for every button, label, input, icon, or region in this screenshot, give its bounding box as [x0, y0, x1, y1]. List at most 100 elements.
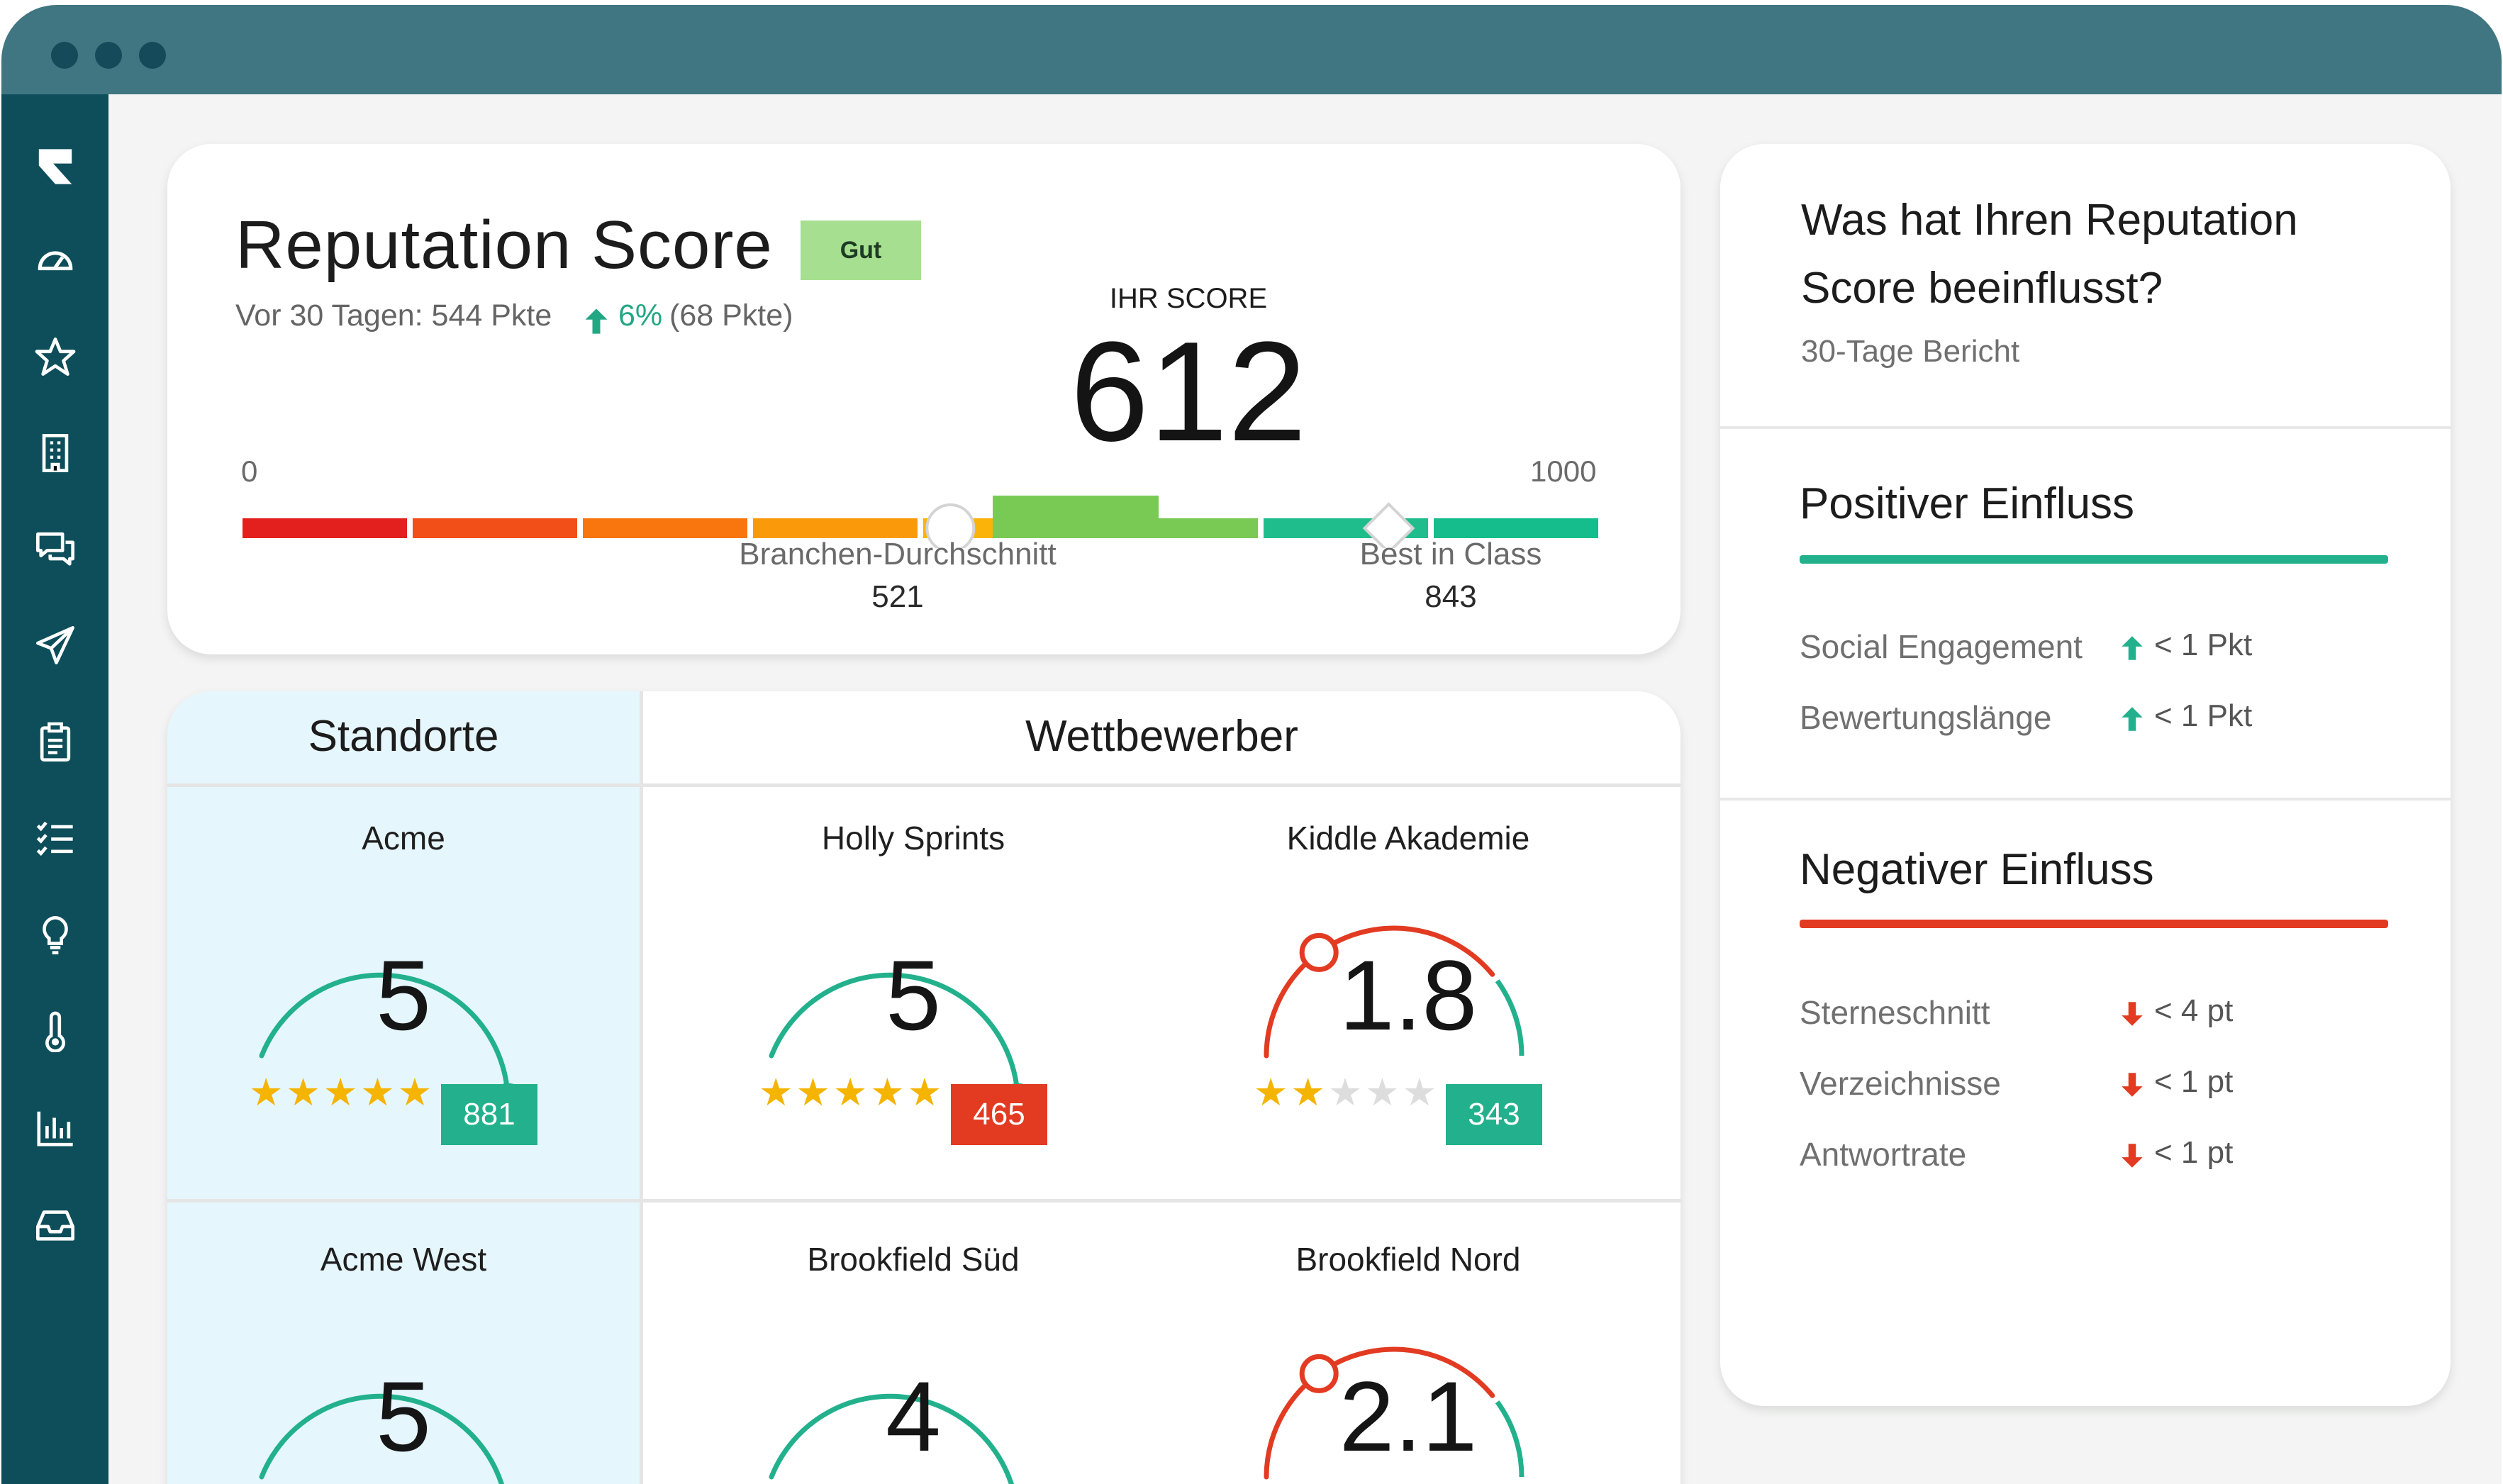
negative-title: Negativer Einfluss [1800, 845, 2154, 894]
locations-column-bg [167, 691, 640, 1484]
rating-gauge [1264, 1346, 1524, 1480]
scale-segment [243, 518, 407, 538]
logo-icon[interactable] [33, 144, 78, 189]
entry-name[interactable]: Kiddle Akademie [1286, 820, 1530, 857]
influence-item-label: Sterneschnitt [1800, 994, 1990, 1031]
negative-underline [1800, 920, 2388, 928]
scale-segment [753, 518, 918, 538]
sidebar [1, 94, 108, 1484]
review-count-badge: 343 [1446, 1084, 1542, 1145]
window-close-dot[interactable] [51, 42, 78, 69]
entry-name[interactable]: Brookfield Nord [1295, 1241, 1521, 1278]
title-bar [1, 5, 2502, 94]
gauge-knob [1299, 932, 1339, 972]
influence-item-value: < 1 pt [2154, 1135, 2234, 1170]
star-rating: ★★★★★ [759, 1070, 944, 1115]
divider [1720, 798, 2451, 800]
arrow-up-icon [2122, 707, 2143, 731]
star-icon[interactable] [33, 334, 78, 379]
bar-chart-icon[interactable] [33, 1105, 78, 1151]
header-divider [167, 783, 1680, 787]
competitors-header: Wettbewerber [1025, 712, 1298, 761]
score-marker-base [993, 537, 1159, 538]
industry-average-label: Branchen-Durchschnitt [739, 537, 1057, 571]
window-minimize-dot[interactable] [95, 42, 122, 69]
divider [1720, 426, 2451, 429]
gauge-knob [1299, 1354, 1339, 1393]
star-icon: ★ [360, 1071, 398, 1114]
send-icon[interactable] [33, 623, 78, 668]
gauge-arc-rest [1495, 1400, 1524, 1478]
gauge-arc [769, 972, 1020, 1105]
star-icon: ★ [397, 1071, 435, 1114]
building-icon[interactable] [33, 430, 78, 476]
scale-min: 0 [241, 454, 258, 488]
row-divider [167, 1199, 1680, 1203]
status-badge: Gut [801, 221, 921, 280]
gauge-arc [259, 972, 511, 1105]
star-icon: ★ [832, 1071, 871, 1114]
thermometer-icon[interactable] [33, 1009, 78, 1054]
previous-score-label: Vor 30 Tagen: 544 Pkte [235, 299, 552, 333]
influence-item-value: < 1 Pkt [2154, 698, 2253, 733]
entry-name[interactable]: Holly Sprints [821, 820, 1005, 857]
gauge-arc [769, 1393, 1014, 1484]
review-count-badge: 881 [441, 1084, 537, 1145]
entry-score: 4 [886, 1361, 941, 1472]
scale-segment [1434, 518, 1598, 538]
influence-item-value: < 4 pt [2154, 993, 2234, 1028]
entry-score: 5 [376, 939, 431, 1051]
best-in-class-value: 843 [1425, 579, 1477, 614]
star-icon: ★ [1365, 1071, 1403, 1114]
comparison-card: Standorte Wettbewerber Acme 5 ★★★★★ 881 Holl… [167, 691, 1680, 1484]
scale-max: 1000 [1530, 454, 1597, 488]
gauge-arc [1264, 925, 1495, 1059]
inbox-icon[interactable] [33, 1202, 78, 1247]
positive-underline [1800, 555, 2388, 564]
gauge-arc [1264, 1346, 1495, 1480]
chat-icon[interactable] [33, 527, 78, 572]
your-score-label: IHR SCORE [1109, 283, 1268, 314]
star-rating: ★★★★★ [249, 1070, 435, 1115]
arrow-down-icon [2122, 1144, 2143, 1168]
star-icon: ★ [870, 1071, 908, 1114]
star-icon: ★ [286, 1071, 323, 1114]
lightbulb-icon[interactable] [33, 913, 78, 958]
star-icon: ★ [1254, 1071, 1291, 1114]
influence-title-line1: Was hat Ihren Reputation [1801, 196, 2298, 245]
gauge-arc [259, 1393, 504, 1484]
score-value: 612 [1070, 313, 1307, 471]
influence-item-value: < 1 Pkt [2154, 627, 2253, 662]
entry-name[interactable]: Acme [362, 820, 445, 857]
review-count-badge: 465 [951, 1084, 1047, 1145]
entry-name[interactable]: Acme West [320, 1241, 487, 1278]
clipboard-icon[interactable] [33, 720, 78, 765]
influence-item-value: < 1 pt [2154, 1064, 2234, 1099]
arrow-up-icon [2122, 636, 2143, 660]
gauge-arc-rest [1495, 979, 1524, 1056]
influence-title-line2: Score beeinflusst? [1801, 264, 2163, 313]
influence-item-label: Verzeichnisse [1800, 1065, 2001, 1102]
influence-subtitle: 30-Tage Bericht [1801, 334, 2020, 369]
checklist-icon[interactable] [33, 815, 78, 861]
scale-segment [583, 518, 747, 538]
change-percent: 6% [618, 299, 663, 333]
entry-score: 2.1 [1339, 1361, 1478, 1472]
influence-item-label: Bewertungslänge [1800, 699, 2052, 736]
app-window: Reputation Score Gut Vor 30 Tagen: 544 P… [1, 5, 2502, 1484]
star-icon: ★ [1327, 1071, 1366, 1114]
locations-header: Standorte [308, 712, 499, 761]
star-rating: ★★★★★ [1254, 1070, 1439, 1115]
best-in-class-marker [1362, 502, 1415, 548]
star-icon: ★ [1402, 1071, 1440, 1114]
dashboard-icon[interactable] [33, 238, 78, 283]
industry-average-marker [925, 503, 976, 548]
score-scale [243, 496, 1598, 548]
star-icon: ★ [1290, 1071, 1328, 1114]
page-title: Reputation Score [235, 207, 773, 283]
entry-name[interactable]: Brookfield Süd [807, 1241, 1020, 1278]
rating-gauge [1264, 925, 1524, 1059]
arrow-up-icon [585, 308, 608, 334]
star-icon: ★ [759, 1071, 796, 1114]
window-maximize-dot[interactable] [139, 42, 166, 69]
